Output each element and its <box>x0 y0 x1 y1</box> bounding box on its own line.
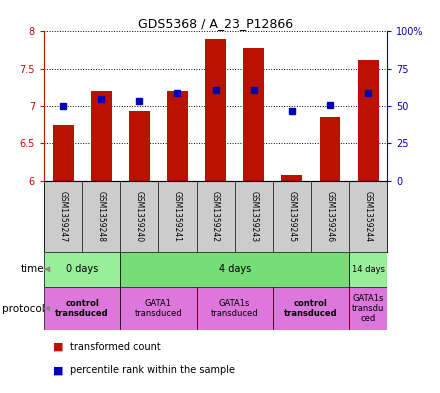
Text: GSM1359240: GSM1359240 <box>135 191 144 242</box>
Text: GSM1359246: GSM1359246 <box>326 191 334 242</box>
Bar <box>349 252 387 287</box>
Bar <box>349 287 387 330</box>
Text: GSM1359243: GSM1359243 <box>249 191 258 242</box>
Title: GDS5368 / A_23_P12866: GDS5368 / A_23_P12866 <box>138 17 293 30</box>
Text: GSM1359247: GSM1359247 <box>59 191 68 242</box>
Bar <box>44 287 120 330</box>
Text: GATA1s
transdu
ced: GATA1s transdu ced <box>352 294 384 323</box>
Text: 14 days: 14 days <box>352 265 385 274</box>
Text: protocol: protocol <box>2 303 44 314</box>
Text: GATA1
transduced: GATA1 transduced <box>135 299 182 318</box>
Bar <box>282 175 302 181</box>
Text: ■: ■ <box>53 342 63 352</box>
Text: control
transduced: control transduced <box>55 299 109 318</box>
Text: 4 days: 4 days <box>219 264 251 274</box>
Bar <box>53 125 73 181</box>
Text: time: time <box>21 264 44 274</box>
Text: transformed count: transformed count <box>70 342 161 352</box>
Bar <box>319 117 341 181</box>
Text: GSM1359245: GSM1359245 <box>287 191 297 242</box>
Bar <box>243 48 264 181</box>
Bar <box>167 91 188 181</box>
Bar <box>120 287 197 330</box>
Bar <box>44 252 120 287</box>
Bar <box>358 60 378 181</box>
Text: percentile rank within the sample: percentile rank within the sample <box>70 365 235 375</box>
Text: ■: ■ <box>53 365 63 375</box>
Text: control
transduced: control transduced <box>284 299 338 318</box>
Bar <box>91 91 112 181</box>
Bar <box>273 287 349 330</box>
Bar <box>197 287 273 330</box>
Text: 0 days: 0 days <box>66 264 98 274</box>
Text: GSM1359248: GSM1359248 <box>97 191 106 242</box>
Text: GSM1359242: GSM1359242 <box>211 191 220 242</box>
Text: GATA1s
transduced: GATA1s transduced <box>211 299 258 318</box>
Text: GSM1359241: GSM1359241 <box>173 191 182 242</box>
Bar <box>129 111 150 181</box>
Bar <box>120 252 349 287</box>
Text: GSM1359244: GSM1359244 <box>363 191 373 242</box>
Bar <box>205 39 226 181</box>
